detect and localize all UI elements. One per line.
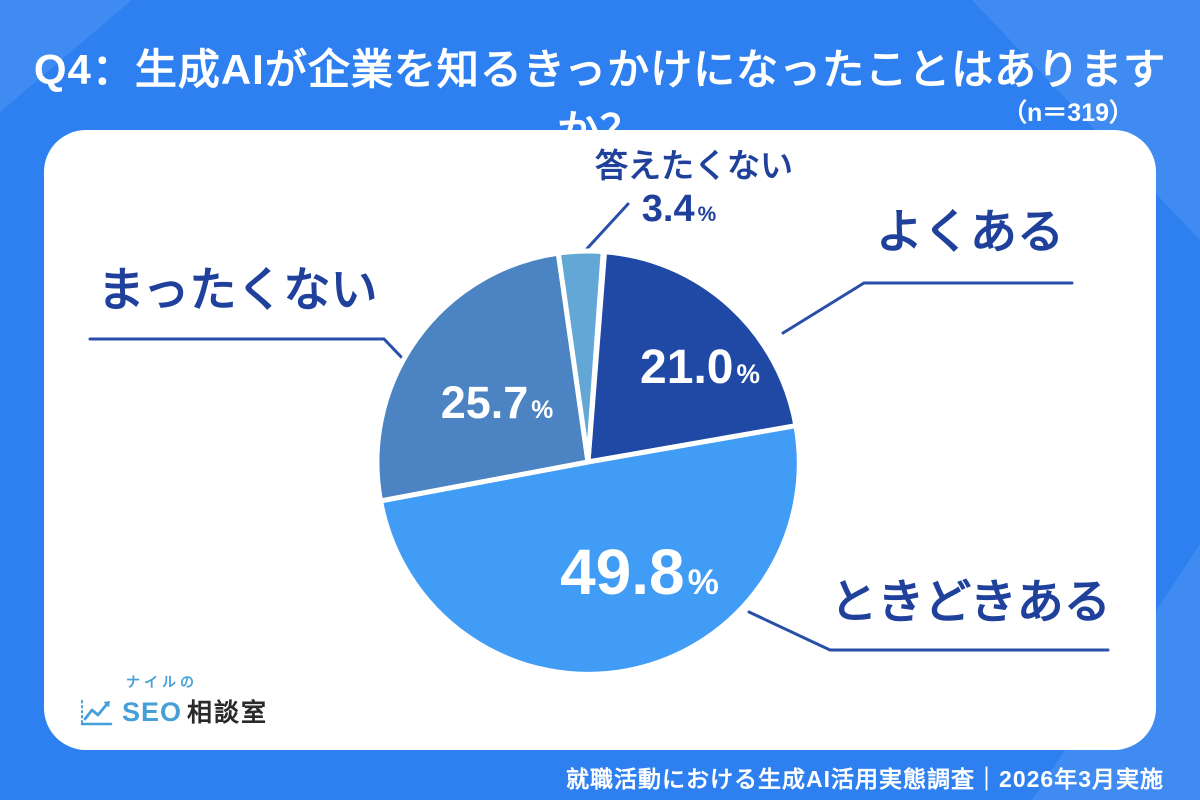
slice-label-mattaku-nai: まったくない xyxy=(97,263,378,316)
percent-sign: % xyxy=(531,397,554,424)
footer-note: 就職活動における生成AI活用実態調査｜2026年3月実施 xyxy=(566,766,1164,792)
logo-soudan-text: 相談室 xyxy=(187,699,269,727)
value-number: 49.8 xyxy=(560,536,685,608)
sample-size: （n＝319） xyxy=(1002,99,1134,127)
slice-label-yoku-aru: よくある xyxy=(876,205,1064,258)
site-logo: ナイルの SEO 相談室 xyxy=(78,672,268,729)
slice-value-yoku-aru: 21.0% xyxy=(600,344,800,392)
value-number: 25.7 xyxy=(440,377,529,428)
logo-text: ナイルの SEO 相談室 xyxy=(122,672,268,729)
slice-value-kotae-takunai: 3.4% xyxy=(589,190,769,228)
slice-label-kotae-takunai: 答えたくない xyxy=(595,147,793,184)
value-number: 21.0 xyxy=(640,341,734,394)
percent-sign: % xyxy=(697,203,717,226)
logo-service-name: SEO 相談室 xyxy=(122,693,268,729)
slice-value-tokidoki-aru: 49.8% xyxy=(512,540,767,604)
logo-seo-text: SEO xyxy=(122,697,183,727)
slice-value-mattaku-nai: 25.7% xyxy=(397,380,597,425)
slice-label-tokidoki-aru: ときどきある xyxy=(830,575,1111,628)
logo-brand-name: ナイルの xyxy=(126,674,198,690)
percent-sign: % xyxy=(687,563,719,602)
value-number: 3.4 xyxy=(641,188,695,230)
percent-sign: % xyxy=(736,359,760,389)
line-chart-icon xyxy=(80,700,113,726)
